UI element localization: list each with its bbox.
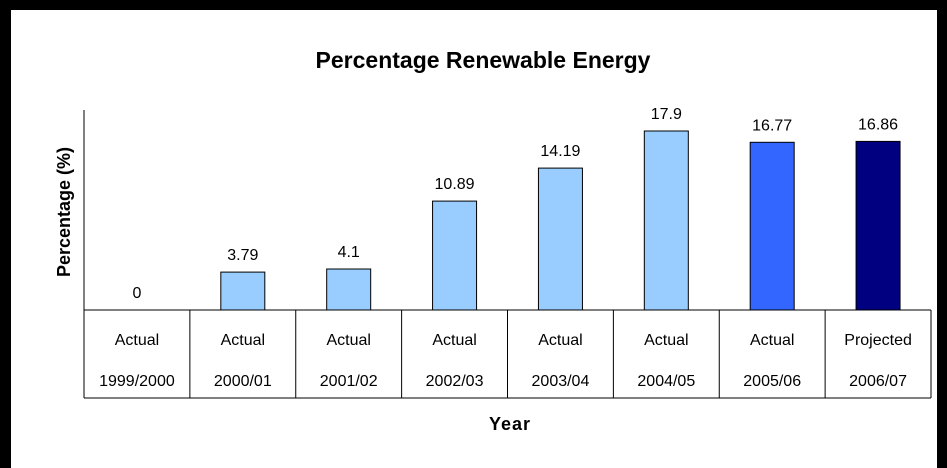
category-label-year: 2002/03 — [426, 373, 484, 390]
category-label-year: 2004/05 — [637, 373, 695, 390]
category-label-status: Actual — [644, 332, 688, 349]
bar — [432, 200, 478, 311]
category-label-year: 2000/01 — [214, 373, 272, 390]
data-label: 17.9 — [651, 106, 682, 123]
data-label: 10.89 — [435, 176, 475, 193]
data-label: 14.19 — [540, 143, 580, 160]
data-label: 16.77 — [752, 117, 792, 134]
bar — [220, 271, 266, 311]
bar — [749, 141, 795, 311]
bar — [643, 130, 689, 311]
category-label-year: 1999/2000 — [99, 373, 175, 390]
category-label-status: Actual — [326, 332, 370, 349]
plot-area: 0 Actual 1999/2000 3.79 Actual 2000/01 4.1 Actu… — [83, 106, 932, 399]
category-label-status: Actual — [221, 332, 265, 349]
data-label: 4.1 — [338, 244, 360, 261]
bar — [326, 268, 372, 311]
category-label-status: Actual — [432, 332, 476, 349]
data-label: 0 — [132, 285, 141, 302]
chart-title: Percentage Renewable Energy — [316, 47, 651, 73]
category-label-year: 2003/04 — [532, 373, 590, 390]
data-label: 16.86 — [858, 116, 898, 133]
category-label-year: 2006/07 — [849, 373, 907, 390]
x-axis-title: Year — [489, 414, 531, 434]
category-label-year: 2001/02 — [320, 373, 378, 390]
category-label-status: Actual — [538, 332, 582, 349]
category-label-year: 2005/06 — [743, 373, 801, 390]
data-label: 3.79 — [227, 247, 258, 264]
bar — [537, 167, 583, 311]
bar — [855, 140, 901, 311]
category-label-status: Actual — [750, 332, 794, 349]
category-label-status: Actual — [115, 332, 159, 349]
y-axis-title: Percentage (%) — [54, 147, 74, 277]
category-label-status: Projected — [844, 332, 912, 349]
